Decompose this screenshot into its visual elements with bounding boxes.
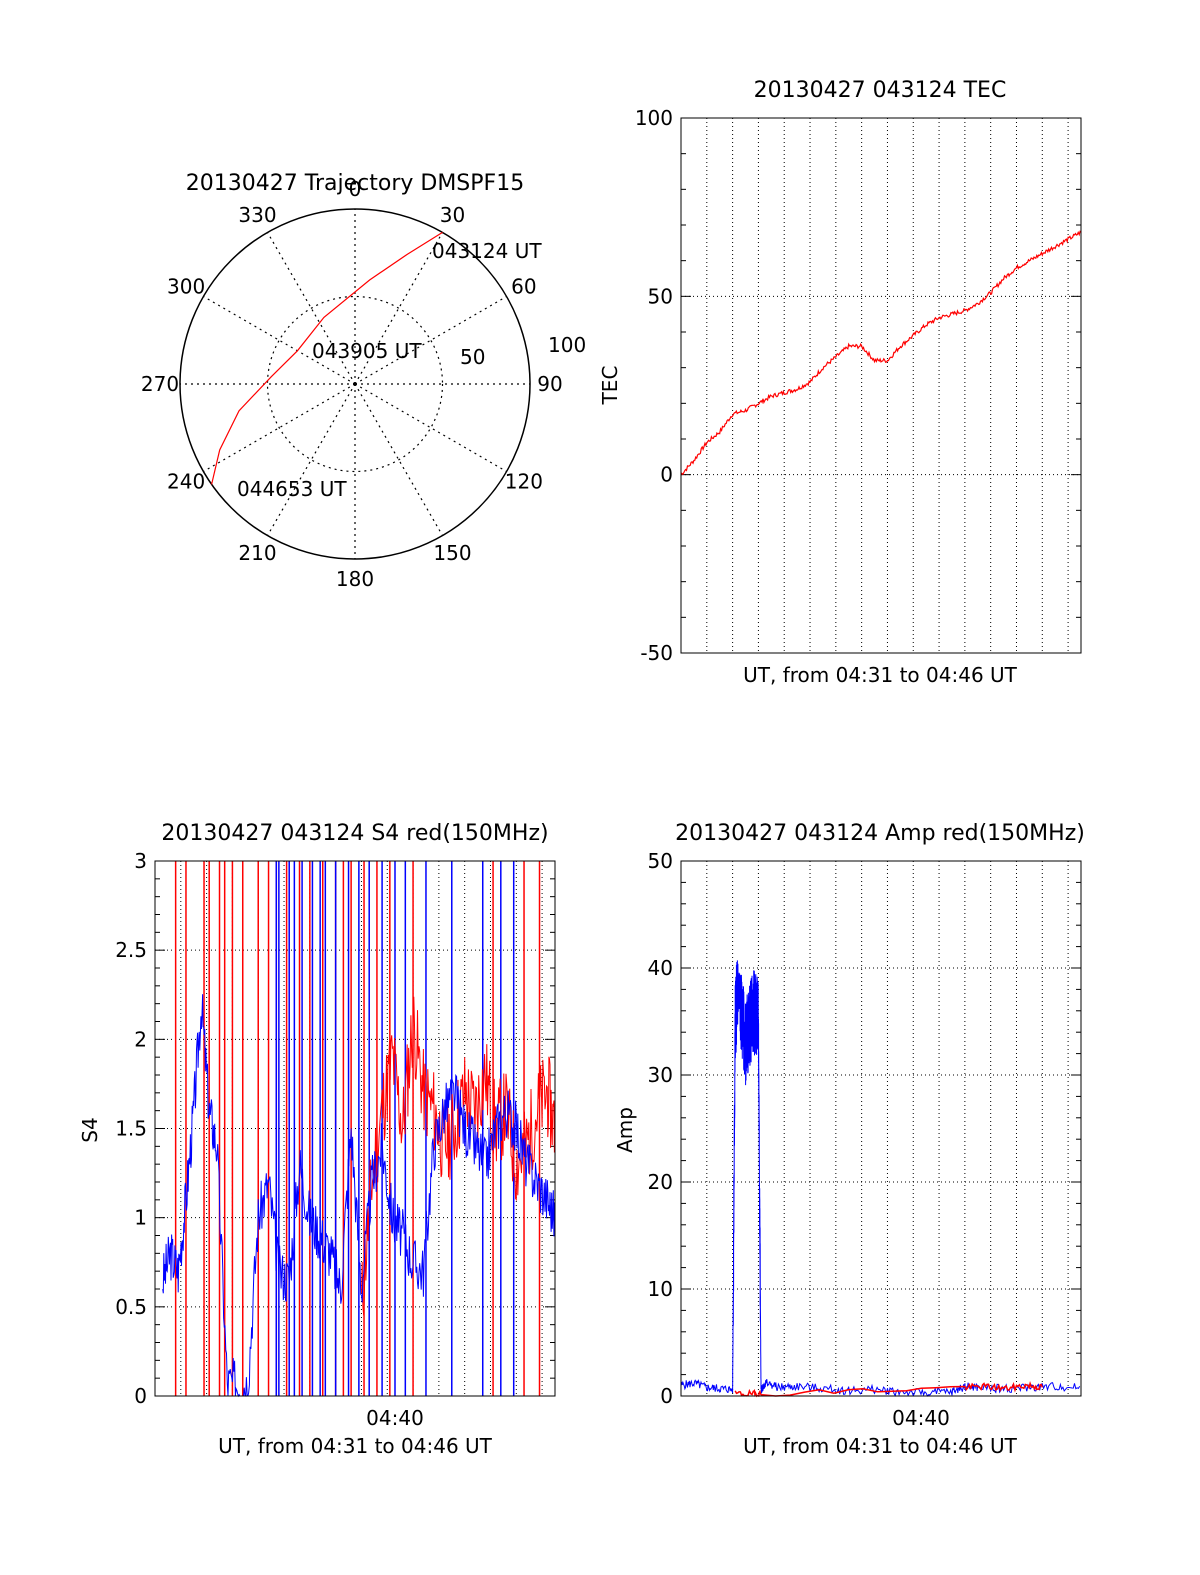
- polar-azimuth-label-60: 60: [511, 275, 536, 299]
- polar-azimuth-label-330: 330: [238, 203, 276, 227]
- amp-frame: [680, 860, 1082, 1397]
- s4-frame: [154, 860, 556, 1397]
- y-tick-label: 1.5: [115, 1117, 147, 1141]
- tec-frame: [680, 117, 1082, 654]
- amp-blue-series-line: [680, 960, 1081, 1397]
- s4-vertical-spikes: [174, 861, 541, 1396]
- y-tick-label: 10: [648, 1277, 673, 1301]
- polar-azimuth-label-30: 30: [440, 203, 465, 227]
- polar-azimuth-label-240: 240: [167, 470, 205, 494]
- polar-azimuth-label-150: 150: [433, 541, 471, 565]
- y-tick-label: 100: [635, 106, 673, 130]
- tec-y-axis-label: TEC: [598, 366, 622, 406]
- polar-azimuth-label-180: 180: [336, 567, 374, 591]
- tec-grid: [681, 117, 1081, 654]
- amp-y-tick-labels: 0 10 20 30 40 50: [648, 849, 673, 1408]
- polar-spoke: [354, 232, 444, 385]
- y-tick-label: 40: [648, 956, 673, 980]
- trajectory-track: [211, 231, 443, 485]
- s4-plot: 20130427 043124 S4 red(150MHz) 0 0.5 1 1.5 2…: [78, 821, 556, 1458]
- y-tick-label: 2: [134, 1027, 147, 1051]
- polar-spoke: [354, 295, 507, 385]
- tec-series-line: [680, 230, 1082, 476]
- y-tick-label: 3: [134, 849, 147, 873]
- polar-spoke: [266, 383, 356, 536]
- y-tick-label: 0: [134, 1384, 147, 1408]
- tec-plot: 20130427 043124 TEC -50 0 50 100 TEC UT, fr…: [598, 78, 1082, 687]
- amp-x-axis-label: UT, from 04:31 to 04:46 UT: [743, 1434, 1018, 1458]
- amp-y-axis-label: Amp: [613, 1107, 637, 1153]
- y-tick-label: -50: [640, 641, 673, 665]
- y-tick-label: 0: [660, 463, 673, 487]
- polar-azimuth-label-90: 90: [537, 372, 562, 396]
- s4-blue-series-line: [162, 994, 556, 1398]
- polar-azimuth-label-210: 210: [238, 541, 276, 565]
- polar-spoke: [203, 383, 356, 473]
- polar-spoke: [354, 383, 507, 473]
- trajectory-end-label: 044653 UT: [237, 477, 347, 501]
- amp-red-series-line: [734, 1381, 1044, 1398]
- s4-title: 20130427 043124 S4 red(150MHz): [161, 821, 548, 846]
- polar-azimuth-label-120: 120: [505, 470, 543, 494]
- polar-plot: 20130427 Trajectory DMSPF15 0 30 60 90 120 15…: [141, 171, 586, 591]
- polar-azimuth-label-0: 0: [349, 177, 362, 201]
- polar-azimuth-label-300: 300: [167, 275, 205, 299]
- polar-radial-label-100: 100: [548, 333, 586, 357]
- y-tick-label: 1: [134, 1206, 147, 1230]
- polar-title: 20130427 Trajectory DMSPF15: [186, 171, 524, 196]
- tec-title: 20130427 043124 TEC: [754, 78, 1007, 103]
- s4-y-tick-labels: 0 0.5 1 1.5 2 2.5 3: [115, 849, 147, 1408]
- amp-title: 20130427 043124 Amp red(150MHz): [675, 821, 1085, 846]
- s4-x-axis-label: UT, from 04:31 to 04:46 UT: [218, 1434, 493, 1458]
- polar-azimuth-labels: 0 30 60 90 120 150 180 210 240 270 300 330: [141, 177, 563, 591]
- y-tick-label: 0.5: [115, 1295, 147, 1319]
- amp-x-tick-label: 04:40: [892, 1406, 950, 1430]
- polar-spoke: [266, 232, 356, 385]
- polar-radial-label-50: 50: [460, 345, 485, 369]
- y-tick-label: 2.5: [115, 938, 147, 962]
- s4-x-tick-label: 04:40: [366, 1406, 424, 1430]
- amp-grid: [681, 860, 1081, 1397]
- amp-plot: 20130427 043124 Amp red(150MHz) 0 10 20 30 4…: [613, 821, 1085, 1458]
- y-tick-label: 0: [660, 1384, 673, 1408]
- polar-spoke: [354, 383, 444, 536]
- polar-inner-ring: [266, 295, 444, 473]
- tec-y-tick-labels: -50 0 50 100: [635, 106, 673, 665]
- polar-azimuth-label-270: 270: [141, 372, 179, 396]
- y-tick-label: 20: [648, 1170, 673, 1194]
- polar-grid: [179, 208, 531, 560]
- y-tick-label: 30: [648, 1063, 673, 1087]
- polar-spoke: [203, 295, 356, 385]
- tec-x-axis-label: UT, from 04:31 to 04:46 UT: [743, 663, 1018, 687]
- s4-red-series-line: [361, 996, 556, 1316]
- trajectory-start-label: 043124 UT: [432, 239, 542, 263]
- trajectory-mid-label: 043905 UT: [312, 339, 422, 363]
- s4-y-axis-label: S4: [78, 1117, 102, 1142]
- y-tick-label: 50: [648, 284, 673, 308]
- y-tick-label: 50: [648, 849, 673, 873]
